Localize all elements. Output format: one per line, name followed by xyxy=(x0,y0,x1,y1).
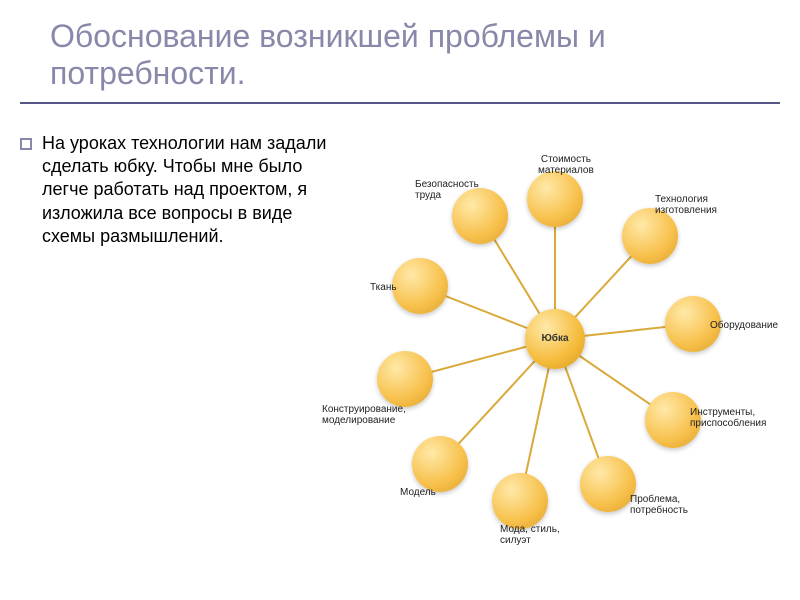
title-area: Обоснование возникшей проблемы и потребн… xyxy=(20,0,780,104)
radial-diagram: Юбка Стоимость материалов Технология изгот… xyxy=(340,124,780,564)
node-label: Проблема, потребность xyxy=(630,494,688,517)
node-label: Безопасность труда xyxy=(415,179,479,202)
outer-node xyxy=(527,171,583,227)
node-label: Модель xyxy=(400,487,436,499)
bullet-row: На уроках технологии нам задали сделать … xyxy=(20,132,330,249)
page-title: Обоснование возникшей проблемы и потребн… xyxy=(50,18,750,92)
outer-node xyxy=(492,473,548,529)
outer-node xyxy=(392,258,448,314)
right-column: Юбка Стоимость материалов Технология изгот… xyxy=(340,124,780,564)
left-column: На уроках технологии нам задали сделать … xyxy=(20,124,340,564)
node-label: Ткань xyxy=(370,282,397,294)
body-text: На уроках технологии нам задали сделать … xyxy=(42,132,330,249)
outer-node xyxy=(412,436,468,492)
node-label: Оборудование xyxy=(710,320,778,332)
content: На уроках технологии нам задали сделать … xyxy=(0,104,800,564)
outer-node xyxy=(580,456,636,512)
bullet-icon xyxy=(20,138,32,150)
node-label: Мода, стиль, силуэт xyxy=(500,524,560,547)
outer-node xyxy=(377,351,433,407)
node-label: Стоимость материалов xyxy=(538,154,594,177)
center-node: Юбка xyxy=(525,309,585,369)
node-label: Технология изготовления xyxy=(655,194,717,217)
node-label: Конструирование, моделирование xyxy=(322,404,406,427)
node-label: Инструменты, приспособления xyxy=(690,407,766,430)
